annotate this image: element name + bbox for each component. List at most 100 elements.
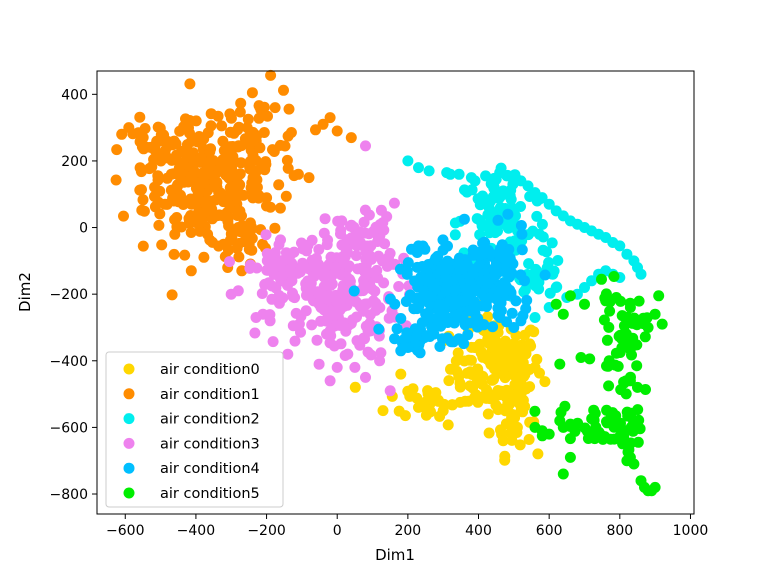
scatter-point bbox=[554, 415, 566, 427]
scatter-point bbox=[515, 220, 527, 231]
legend-label: air condition1 bbox=[160, 387, 260, 403]
scatter-point bbox=[621, 338, 633, 350]
scatter-point bbox=[471, 213, 483, 225]
scatter-point bbox=[633, 295, 645, 307]
scatter-point bbox=[507, 363, 519, 375]
scatter-point bbox=[328, 340, 340, 352]
scatter-point bbox=[260, 229, 272, 241]
x-tick-label: 1000 bbox=[673, 523, 709, 539]
scatter-point bbox=[506, 307, 518, 319]
scatter-point bbox=[149, 140, 161, 152]
scatter-point bbox=[635, 268, 647, 280]
scatter-point bbox=[426, 388, 438, 399]
scatter-point bbox=[216, 120, 228, 132]
scatter-point bbox=[152, 151, 164, 163]
scatter-point bbox=[280, 190, 292, 202]
scatter-point bbox=[313, 358, 325, 370]
y-tick-label: 200 bbox=[61, 154, 88, 170]
scatter-point bbox=[330, 261, 342, 273]
scatter-point bbox=[247, 184, 258, 196]
scatter-point bbox=[360, 371, 371, 383]
scatter-point bbox=[384, 385, 396, 397]
scatter-point bbox=[253, 112, 265, 124]
scatter-point bbox=[336, 239, 348, 251]
scatter-point bbox=[442, 419, 454, 431]
scatter-point bbox=[464, 273, 475, 285]
scatter-point bbox=[520, 303, 532, 315]
scatter-point bbox=[167, 192, 179, 204]
scatter-point bbox=[351, 296, 363, 308]
scatter-point bbox=[539, 376, 551, 388]
legend-label: air condition5 bbox=[160, 486, 260, 502]
scatter-point bbox=[232, 285, 244, 297]
scatter-point bbox=[269, 222, 281, 234]
scatter-point bbox=[174, 125, 186, 137]
scatter-point bbox=[522, 180, 534, 192]
x-tick-label: 600 bbox=[536, 523, 563, 539]
scatter-point bbox=[267, 336, 279, 348]
plot-frame bbox=[96, 70, 695, 515]
scatter-point bbox=[292, 168, 304, 180]
scatter-point bbox=[523, 258, 535, 270]
scatter-point bbox=[624, 375, 636, 387]
scatter-point bbox=[515, 315, 527, 327]
scatter-point bbox=[243, 243, 255, 255]
scatter-point bbox=[244, 161, 256, 173]
scatter-point bbox=[185, 227, 197, 238]
legend-label: air condition2 bbox=[160, 412, 260, 428]
scatter-point bbox=[432, 250, 444, 262]
scatter-point bbox=[503, 271, 515, 283]
scatter-point bbox=[330, 296, 342, 308]
scatter-point bbox=[305, 277, 317, 289]
scatter-point bbox=[306, 234, 318, 246]
scatter-point bbox=[259, 278, 271, 290]
scatter-point bbox=[181, 139, 193, 151]
scatter-point bbox=[488, 182, 500, 194]
scatter-point bbox=[586, 275, 598, 287]
scatter-point bbox=[312, 297, 324, 309]
scatter-point bbox=[274, 202, 286, 214]
y-tick-label: −600 bbox=[50, 420, 88, 436]
scatter-point bbox=[489, 267, 501, 278]
scatter-point bbox=[411, 392, 423, 404]
scatter-point bbox=[525, 325, 537, 336]
scatter-point bbox=[508, 338, 520, 350]
scatter-point bbox=[372, 236, 384, 247]
scatter-point bbox=[449, 295, 461, 307]
scatter-point bbox=[260, 158, 272, 170]
scatter-point bbox=[204, 234, 216, 246]
scatter-point bbox=[223, 199, 235, 211]
scatter-point bbox=[497, 185, 509, 197]
scatter-point bbox=[425, 406, 436, 418]
scatter-point bbox=[474, 249, 486, 261]
scatter-point bbox=[244, 262, 256, 274]
scatter-point bbox=[377, 405, 389, 417]
x-tick-label: 800 bbox=[606, 523, 633, 539]
scatter-point bbox=[656, 318, 668, 330]
scatter-point bbox=[531, 210, 543, 222]
scatter-point bbox=[543, 198, 555, 210]
scatter-point bbox=[423, 291, 435, 303]
scatter-point bbox=[523, 434, 535, 445]
scatter-point bbox=[482, 408, 494, 420]
scatter-point bbox=[610, 292, 622, 303]
scatter-point bbox=[213, 240, 225, 252]
scatter-point bbox=[497, 435, 509, 447]
scatter-point bbox=[138, 205, 150, 217]
scatter-point bbox=[469, 392, 481, 404]
legend: air condition0 air condition1 air conditio… bbox=[105, 351, 284, 508]
scatter-point bbox=[225, 112, 237, 124]
scatter-point bbox=[348, 285, 360, 297]
scatter-point bbox=[346, 232, 358, 244]
scatter-point bbox=[354, 339, 366, 351]
series-1 bbox=[110, 69, 357, 301]
scatter-point bbox=[325, 251, 337, 263]
scatter-point bbox=[495, 357, 507, 368]
scatter-point bbox=[458, 338, 470, 350]
scatter-point bbox=[318, 227, 330, 239]
scatter-point bbox=[625, 407, 637, 419]
scatter-point bbox=[433, 395, 444, 407]
scatter-point bbox=[223, 244, 234, 256]
legend-label: air condition4 bbox=[160, 461, 260, 477]
